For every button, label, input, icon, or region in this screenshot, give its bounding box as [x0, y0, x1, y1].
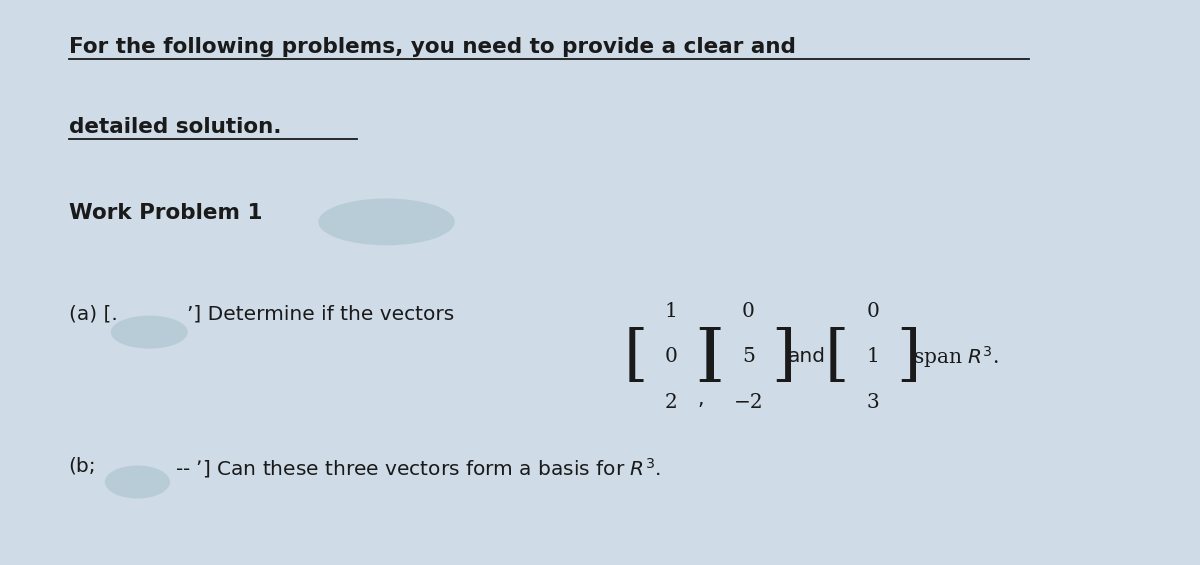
Ellipse shape: [110, 316, 188, 349]
Text: 1: 1: [866, 347, 880, 366]
Text: Work Problem 1: Work Problem 1: [68, 203, 262, 223]
Text: span $R^3$.: span $R^3$.: [913, 344, 1000, 370]
Text: ]: ]: [695, 327, 719, 387]
Text: ]: ]: [896, 327, 920, 387]
Text: and: and: [787, 347, 826, 366]
Text: ]: ]: [772, 327, 796, 387]
Text: (b;: (b;: [68, 456, 96, 475]
Ellipse shape: [318, 198, 455, 245]
Text: [: [: [826, 327, 850, 387]
Text: 5: 5: [742, 347, 755, 366]
Text: [: [: [701, 327, 725, 387]
Text: −2: −2: [733, 393, 763, 411]
Text: ,: ,: [697, 390, 703, 409]
Ellipse shape: [104, 466, 170, 498]
Text: ’] Determine if the vectors: ’] Determine if the vectors: [187, 305, 455, 324]
Text: detailed solution.: detailed solution.: [68, 117, 281, 137]
Text: 0: 0: [742, 302, 755, 321]
Text: 0: 0: [665, 347, 678, 366]
Text: 0: 0: [866, 302, 880, 321]
Text: -- ’] Can these three vectors form a basis for $R^3$.: -- ’] Can these three vectors form a bas…: [175, 456, 661, 480]
Text: For the following problems, you need to provide a clear and: For the following problems, you need to …: [68, 37, 796, 57]
Text: 3: 3: [866, 393, 880, 411]
Text: [: [: [623, 327, 648, 387]
Text: (a) [.: (a) [.: [68, 305, 118, 324]
Text: 2: 2: [665, 393, 678, 411]
Text: 1: 1: [665, 302, 678, 321]
